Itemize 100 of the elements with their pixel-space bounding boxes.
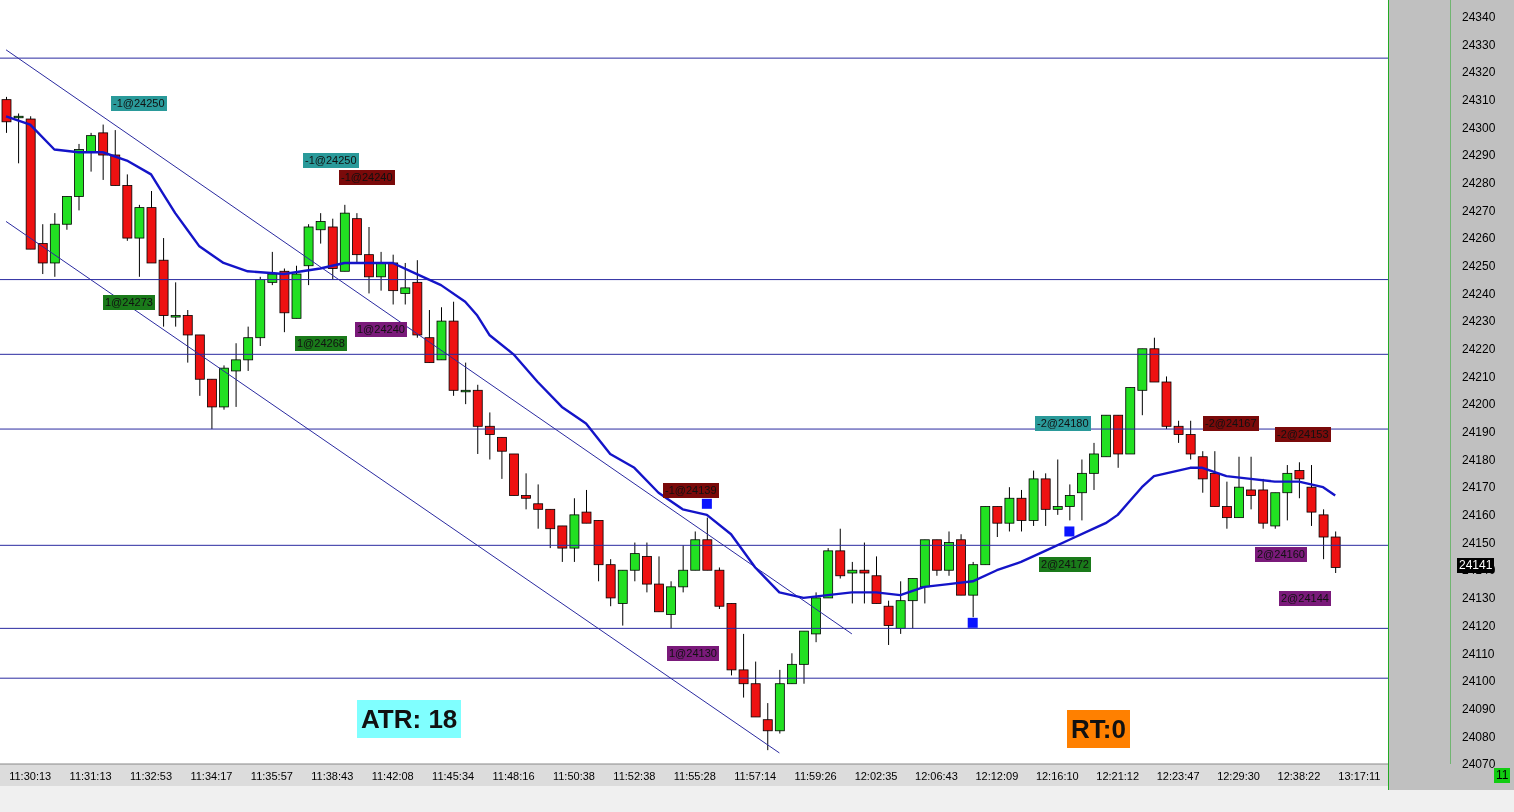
candlestick [460, 362, 471, 405]
y-tick-label: 24160 [1462, 508, 1496, 523]
candlestick [678, 544, 689, 593]
candlestick [545, 508, 556, 549]
candlestick [859, 542, 870, 604]
point [967, 617, 978, 628]
x-tick-label: 11:52:38 [613, 769, 656, 782]
candlestick [521, 472, 531, 510]
annotation: -1@24250 [111, 96, 167, 111]
candlestick [86, 132, 96, 173]
candlestick [315, 212, 326, 245]
y-tick-label: 24190 [1462, 425, 1496, 440]
y-tick-label: 24270 [1462, 203, 1496, 218]
y-tick-label: 24090 [1462, 701, 1496, 716]
y-tick-label: 24320 [1462, 65, 1496, 80]
candlestick [1064, 483, 1075, 521]
x-tick-label: 11:31:13 [69, 769, 112, 782]
text: 11 [1494, 768, 1511, 783]
candlestick [907, 578, 918, 629]
candlestick [762, 702, 773, 751]
annotation: 2@24144 [1279, 591, 1331, 606]
y-tick-label: 24070 [1462, 757, 1496, 772]
y-tick-label: 24080 [1462, 729, 1496, 744]
annotation: 1@24240 [355, 322, 407, 337]
y-tick-label: 24290 [1462, 148, 1496, 163]
candlestick [533, 483, 544, 530]
y-tick-label: 24200 [1462, 397, 1496, 412]
annotation: -2@24180 [1035, 416, 1091, 431]
candlestick [557, 525, 568, 563]
y-tick-label: 24100 [1462, 674, 1496, 689]
annotation: -2@24167 [1203, 416, 1259, 431]
candlestick [376, 251, 386, 292]
x-tick-label: 11:55:28 [673, 769, 716, 782]
candlestick [629, 542, 640, 582]
x-tick-label: 12:12:09 [975, 769, 1019, 782]
x-tick-label: 12:23:47 [1156, 769, 1200, 782]
y-tick-label: 24120 [1462, 618, 1496, 633]
candlestick [787, 652, 797, 685]
point [1064, 526, 1075, 537]
y-tick-label: 24180 [1462, 452, 1496, 467]
candlestick [400, 262, 411, 305]
x-tick-label: 11:48:16 [492, 769, 535, 782]
candlestick [1052, 459, 1063, 516]
candlestick [992, 506, 1003, 538]
x-tick-label: 12:16:10 [1035, 769, 1079, 782]
y-tick-label: 24230 [1462, 314, 1496, 329]
x-tick-label: 12:21:12 [1096, 769, 1140, 782]
x-tick-label: 11:30:13 [9, 769, 52, 782]
candlestick [1246, 456, 1256, 510]
annotation: -1@24250 [303, 153, 359, 168]
y-tick-label: 24280 [1462, 175, 1496, 190]
annotation: -1@24240 [339, 170, 395, 185]
y-tick-label: 24220 [1462, 342, 1496, 357]
candlestick [1089, 442, 1099, 491]
annotation: ATR: 18 [357, 700, 462, 738]
candlestick [98, 124, 109, 181]
y-tick-label: 24310 [1462, 92, 1496, 107]
annotation: 1@24130 [667, 646, 719, 661]
candlestick [37, 223, 48, 275]
x-tick-label: 11:59:26 [794, 769, 837, 782]
candlestick [243, 326, 254, 372]
candlestick [1318, 508, 1329, 560]
x-tick-label: 11:45:34 [432, 769, 475, 782]
candlestick [1077, 459, 1087, 521]
x-tick-label: 13:17:11 [1338, 769, 1381, 782]
annotation: -2@24153 [1275, 427, 1331, 442]
y-tick-label: 24150 [1462, 535, 1496, 550]
x-tick-label: 11:57:14 [734, 769, 777, 782]
candlestick [364, 226, 374, 294]
y-tick-label: 24250 [1462, 259, 1496, 273]
x-tick-label: 12:29:30 [1217, 769, 1260, 782]
x-tick-label: 11:32:53 [130, 769, 173, 782]
y-tick-label: 24110 [1462, 646, 1495, 661]
y-tick-label: 24170 [1462, 480, 1496, 495]
x-tick-label: 11:34:17 [190, 769, 233, 782]
candlestick [231, 342, 241, 408]
x-tick-label: 12:38:22 [1277, 769, 1321, 782]
candlestick [847, 561, 858, 604]
y-tick-label: 24340 [1462, 9, 1496, 24]
point [701, 498, 712, 509]
y-tick-label: 24330 [1462, 37, 1496, 52]
candlestick [1222, 481, 1232, 530]
x-tick-label: 11:35:57 [250, 769, 293, 782]
annotation: 2@24172 [1039, 557, 1091, 572]
y-tick-label: 24240 [1462, 286, 1496, 301]
y-tick-label: 24210 [1462, 369, 1496, 384]
annotation: 1@24268 [295, 336, 347, 351]
x-tick-label: 11:42:08 [371, 769, 414, 782]
x-tick-label: 11:38:43 [311, 769, 354, 782]
candlestick [497, 436, 507, 480]
candlestick [170, 281, 181, 328]
candlestick [883, 600, 894, 646]
candlestick [182, 309, 193, 364]
candlestick [1197, 450, 1208, 494]
candlestick [1185, 420, 1196, 461]
annotation: -1@24139 [663, 483, 719, 498]
x-tick-label: 12:02:35 [854, 769, 898, 782]
annotation: 2@24160 [1255, 547, 1307, 562]
candlestick [1294, 461, 1305, 499]
y-tick-label: 24130 [1462, 591, 1496, 606]
